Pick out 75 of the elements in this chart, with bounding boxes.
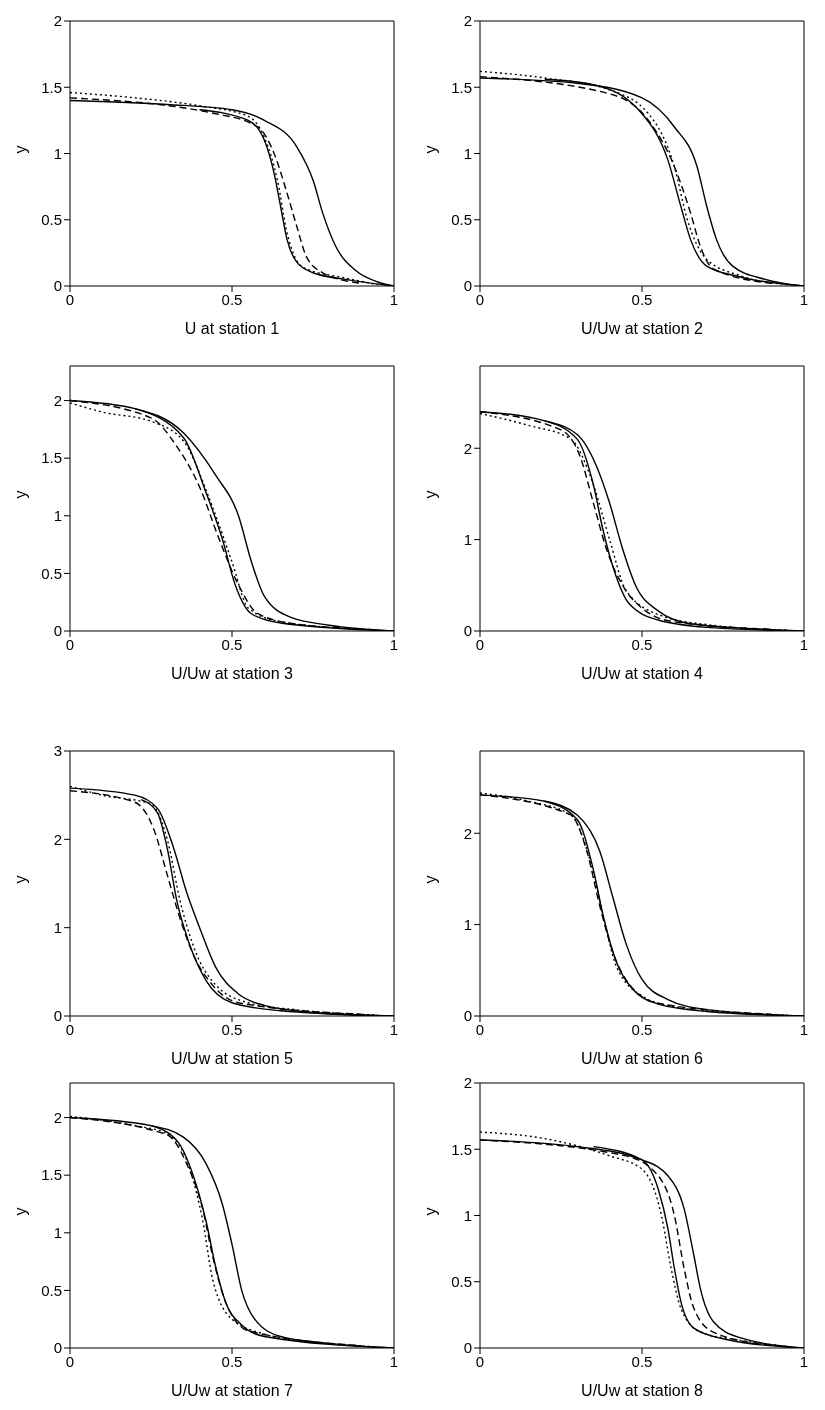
y-tick-label: 1: [53, 507, 62, 525]
y-tick-label: 0.5: [41, 564, 62, 582]
y-tick-label: 2: [53, 391, 62, 409]
y-tick-label: 1: [53, 918, 62, 936]
x-tick-label: 0.5: [631, 1020, 653, 1038]
x-axis-title: U/Uw at station 8: [581, 1382, 704, 1399]
x-tick-label: 1: [389, 1352, 399, 1370]
y-axis-title: y: [421, 490, 439, 499]
x-axis-title: U/Uw at station 5: [171, 1050, 294, 1067]
y-tick-label: 0: [463, 1007, 472, 1025]
y-tick-label: 2: [53, 830, 62, 848]
x-axis-title: U/Uw at station 4: [581, 665, 704, 682]
y-tick-label: 0.5: [451, 1273, 472, 1291]
y-axis-title: y: [11, 875, 29, 884]
x-tick-label: 1: [389, 1020, 399, 1038]
x-tick-label: 0.5: [221, 1352, 243, 1370]
x-axis-title: U/Uw at station 6: [581, 1050, 704, 1067]
y-tick-label: 2: [53, 1108, 62, 1126]
y-tick-label: 3: [53, 742, 62, 760]
y-tick-label: 0: [463, 277, 472, 295]
x-tick-label: 0: [65, 635, 75, 653]
x-axis-title: U at station 1: [184, 320, 280, 337]
x-tick-label: 1: [799, 1352, 809, 1370]
y-tick-label: 1.5: [41, 78, 62, 96]
x-tick-label: 1: [799, 635, 809, 653]
y-tick-label: 2: [463, 1074, 472, 1092]
x-tick-label: 0.5: [631, 635, 653, 653]
y-tick-label: 1.5: [451, 78, 472, 96]
x-tick-label: 1: [389, 635, 399, 653]
x-tick-label: 0: [475, 290, 485, 308]
x-tick-label: 0: [475, 635, 485, 653]
x-tick-label: 0: [65, 1352, 75, 1370]
y-tick-label: 1.5: [451, 1140, 472, 1158]
x-tick-label: 0: [65, 1020, 75, 1038]
y-tick-label: 2: [463, 439, 472, 457]
y-tick-label: 0: [463, 622, 472, 640]
y-axis-title: y: [11, 490, 29, 499]
x-tick-label: 1: [799, 1020, 809, 1038]
y-tick-label: 0: [53, 622, 62, 640]
x-tick-label: 0: [65, 290, 75, 308]
x-tick-label: 0.5: [221, 290, 243, 308]
y-tick-label: 1: [53, 1224, 62, 1242]
y-tick-label: 0.5: [41, 211, 62, 229]
y-axis-title: y: [421, 1207, 439, 1216]
y-axis-title: y: [11, 1207, 29, 1216]
y-tick-label: 0: [53, 1007, 62, 1025]
y-tick-label: 2: [463, 12, 472, 30]
x-tick-label: 0: [475, 1352, 485, 1370]
y-tick-label: 0: [53, 1339, 62, 1357]
x-tick-label: 0.5: [221, 1020, 243, 1038]
x-tick-label: 0: [475, 1020, 485, 1038]
y-tick-label: 2: [53, 12, 62, 30]
x-axis-title: U/Uw at station 3: [171, 665, 294, 682]
x-tick-label: 1: [389, 290, 399, 308]
y-tick-label: 1: [463, 915, 472, 933]
y-axis-title: y: [11, 145, 29, 154]
x-tick-label: 0.5: [631, 290, 653, 308]
y-tick-label: 2: [463, 824, 472, 842]
y-axis-title: y: [421, 875, 439, 884]
y-tick-label: 0: [53, 277, 62, 295]
y-tick-label: 0: [463, 1339, 472, 1357]
x-tick-label: 1: [799, 290, 809, 308]
y-tick-label: 1: [463, 1206, 472, 1224]
y-tick-label: 1: [53, 144, 62, 162]
x-tick-label: 0.5: [221, 635, 243, 653]
x-axis-title: U/Uw at station 2: [581, 320, 704, 337]
y-tick-label: 0.5: [41, 1281, 62, 1299]
y-tick-label: 0.5: [451, 211, 472, 229]
y-tick-label: 1: [463, 530, 472, 548]
x-tick-label: 0.5: [631, 1352, 653, 1370]
x-axis-title: U/Uw at station 7: [171, 1382, 294, 1399]
y-axis-title: y: [421, 145, 439, 154]
y-tick-label: 1: [463, 144, 472, 162]
y-tick-label: 1.5: [41, 1166, 62, 1184]
y-tick-label: 1.5: [41, 449, 62, 467]
